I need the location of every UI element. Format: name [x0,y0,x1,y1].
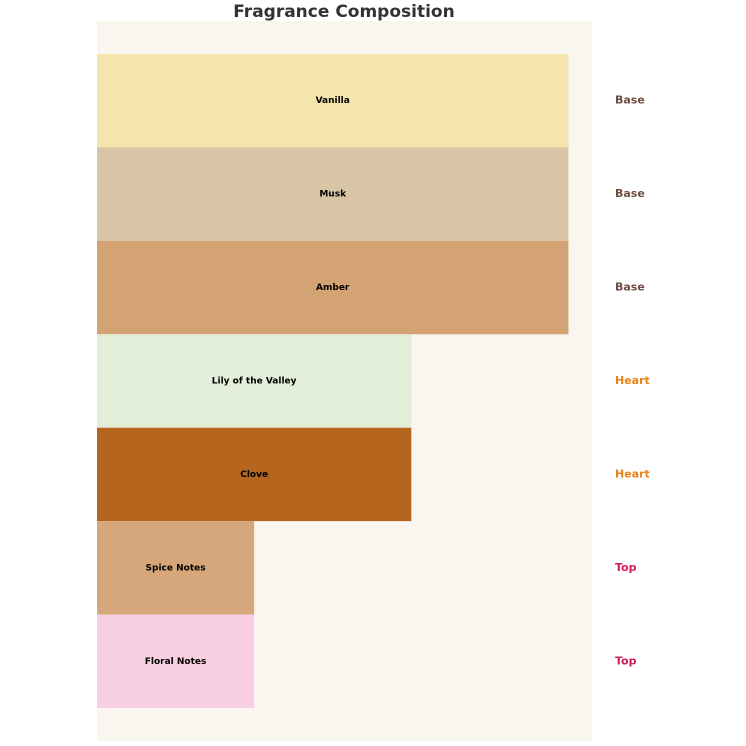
bar [97,427,412,522]
bar-label: Musk [319,190,347,200]
bar-label: Spice Notes [146,563,206,573]
tier-label: Top [615,654,637,667]
bar-label: Vanilla [316,96,350,106]
bar [97,147,569,241]
tier-label: Top [615,561,637,574]
bar-label: Clove [240,470,268,480]
tier-label: Heart [615,374,650,387]
bar [97,334,412,428]
bar-label: Lily of the Valley [212,377,297,387]
bar [97,614,255,708]
chart-title: Fragrance Composition [233,2,454,22]
tier-label: Base [615,281,645,294]
bar [97,240,569,335]
tier-label: Heart [615,467,650,480]
tier-label: Base [615,187,645,200]
bar [97,54,569,148]
bar-label: Amber [316,283,350,293]
bar [97,521,255,615]
bar-label: Floral Notes [145,657,207,667]
tier-label: Base [615,94,645,107]
